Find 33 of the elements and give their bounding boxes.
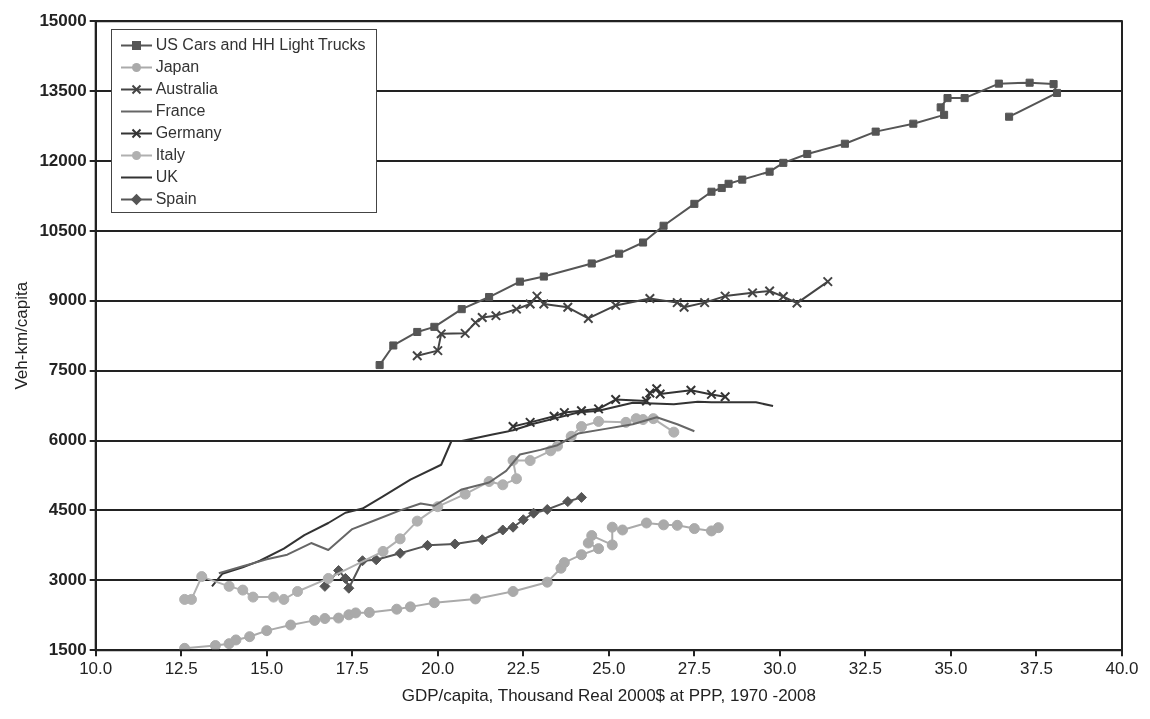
x-tick-label: 35.0: [934, 659, 968, 679]
y-tick-label: 15000: [39, 10, 87, 30]
x-tick-label: 15.0: [250, 659, 284, 679]
legend-label: Germany: [155, 124, 222, 143]
y-tick-label: 13500: [39, 80, 87, 100]
y-axis-title: Veh-km/capita: [11, 281, 31, 390]
x-tick-label: 20.0: [421, 659, 455, 679]
y-tick-label: 1500: [48, 639, 87, 659]
x-tick-label: 37.5: [1019, 659, 1054, 679]
y-tick-label: 12000: [39, 150, 87, 170]
legend-label: Japan: [155, 58, 200, 77]
legend-label: Spain: [155, 190, 197, 209]
x-tick-label: 10.0: [79, 659, 113, 679]
x-axis-title: GDP/capita, Thousand Real 2000$ at PPP, 1970 -2008: [401, 686, 816, 706]
x-tick-label: 40.0: [1105, 659, 1139, 679]
y-tick-label: 7500: [48, 360, 87, 380]
y-tick-label: 3000: [48, 570, 87, 589]
y-tick-label: 6000: [48, 430, 87, 450]
x-tick-label: 22.5: [506, 659, 540, 679]
x-tick-label: 17.5: [335, 659, 369, 679]
y-tick-label: 9000: [48, 290, 87, 310]
legend-label: Italy: [155, 146, 186, 165]
x-tick-label: 32.5: [848, 659, 882, 679]
x-tick-label: 30.0: [763, 659, 797, 679]
legend-label: France: [155, 102, 206, 121]
x-tick-label: 27.5: [677, 659, 711, 679]
legend-label: UK: [155, 168, 178, 187]
legend-label: US Cars and HH Light Trucks: [155, 36, 366, 55]
x-tick-label: 12.5: [164, 659, 198, 679]
y-tick-label: 10500: [39, 220, 87, 240]
legend-label: Australia: [155, 80, 218, 99]
x-tick-label: 25.0: [592, 659, 626, 679]
y-tick-label: 4500: [48, 500, 87, 520]
